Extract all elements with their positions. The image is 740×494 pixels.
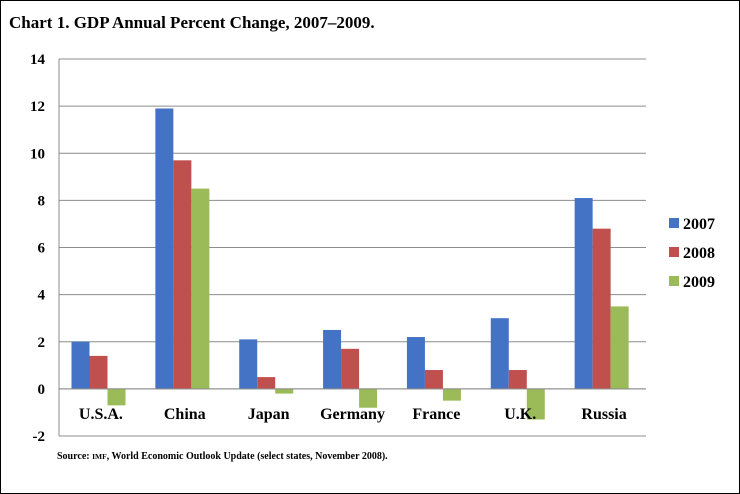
- bar-2008-china: [173, 160, 192, 389]
- y-tick-label: -2: [33, 429, 46, 445]
- bar-2008-germany: [341, 348, 360, 389]
- y-tick-label: 14: [30, 52, 46, 68]
- category-label: U.K.: [504, 406, 536, 423]
- bar-2007-france: [406, 337, 425, 389]
- bar-2009-russia: [610, 306, 629, 389]
- bar-2008-france: [424, 370, 443, 389]
- category-label: China: [164, 406, 206, 423]
- source-note: Source: IMF, World Economic Outlook Upda…: [57, 451, 388, 462]
- legend-label-2009: 2009: [683, 274, 715, 291]
- bar-2009-france: [442, 388, 461, 401]
- source-org: IMF: [92, 452, 107, 461]
- bar-2007-japan: [239, 339, 258, 389]
- bar-2007-usa: [71, 341, 90, 389]
- bar-2009-germany: [359, 388, 378, 408]
- bar-2007-uk: [490, 318, 509, 389]
- legend-swatch-2007: [669, 218, 679, 228]
- source-prefix: Source:: [57, 451, 93, 462]
- category-label: France: [412, 406, 460, 423]
- category-label: Japan: [248, 406, 290, 423]
- y-tick-label: 10: [30, 146, 45, 162]
- bar-2009-usa: [107, 388, 126, 406]
- bar-2009-uk: [526, 388, 545, 420]
- bar-2007-china: [155, 108, 174, 389]
- bar-2009-japan: [275, 388, 294, 394]
- y-tick-label: 8: [38, 193, 46, 209]
- category-label: Russia: [581, 406, 626, 423]
- legend-swatch-2008: [669, 247, 679, 257]
- category-label: U.S.A.: [79, 406, 123, 423]
- bar-2008-russia: [592, 228, 611, 389]
- legend-swatch-2009: [669, 276, 679, 286]
- category-label: Germany: [320, 406, 385, 423]
- y-tick-label: 4: [38, 288, 46, 304]
- legend-label-2008: 2008: [683, 245, 715, 262]
- y-tick-label: 0: [38, 382, 46, 398]
- y-tick-label: 6: [38, 241, 46, 257]
- bar-2008-usa: [89, 355, 108, 389]
- bar-2009-china: [191, 188, 210, 389]
- y-tick-label: 2: [38, 335, 46, 351]
- y-tick-label: 12: [30, 99, 45, 115]
- bar-2008-uk: [508, 370, 527, 389]
- chart-title: Chart 1. GDP Annual Percent Change, 2007…: [9, 13, 375, 32]
- bar-2007-germany: [323, 329, 342, 389]
- bar-2008-japan: [257, 377, 276, 389]
- source-rest: , World Economic Outlook Update (select …: [106, 451, 388, 462]
- bar-2007-russia: [574, 198, 593, 389]
- legend-label-2007: 2007: [683, 216, 715, 233]
